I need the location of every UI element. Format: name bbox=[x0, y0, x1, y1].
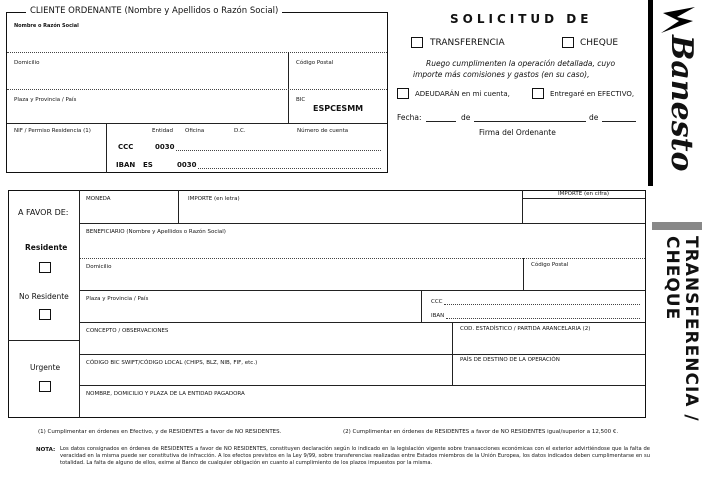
banesto-logo-text: Banesto bbox=[664, 35, 699, 172]
urgente-label: Urgente bbox=[30, 363, 61, 372]
codigo-postal-label-2[interactable]: Código Postal bbox=[531, 262, 569, 268]
plaza-label[interactable]: Plaza y Provincia / País bbox=[14, 97, 77, 103]
ccc-label-2: CCC bbox=[431, 299, 443, 305]
nombre-label: Nombre o Razón Social bbox=[14, 23, 79, 29]
de-label-1: de bbox=[461, 113, 471, 122]
beneficiario-section bbox=[8, 190, 646, 418]
side-title: TRANSFERENCIA / CHEQUE bbox=[662, 236, 701, 422]
cod-estadistico-label[interactable]: COD. ESTADÍSTICO / PARTIDA ARANCELARIA (… bbox=[460, 326, 591, 332]
iban-entidad: 0030 bbox=[177, 161, 197, 169]
ccc-label: CCC bbox=[118, 143, 134, 151]
no-residente-checkbox[interactable] bbox=[39, 309, 51, 320]
transferencia-checkbox[interactable] bbox=[411, 37, 423, 48]
oficina-label: Oficina bbox=[185, 128, 205, 134]
numero-cuenta-label: Número de cuenta bbox=[297, 128, 349, 134]
bic-value: ESPCESMM bbox=[313, 104, 364, 113]
efectivo-label: Entregaré en EFECTIVO, bbox=[550, 90, 635, 98]
importe-cifra-label[interactable]: IMPORTE (en cifra) bbox=[558, 191, 610, 197]
side-gray-bar bbox=[652, 222, 702, 230]
nota-label: NOTA: bbox=[36, 447, 56, 453]
iban-label-2: IBAN bbox=[431, 313, 445, 319]
importe-letra-label[interactable]: IMPORTE (en letra) bbox=[188, 196, 240, 202]
solicitud-title: SOLICITUD DE bbox=[450, 12, 593, 26]
transferencia-label: TRANSFERENCIA bbox=[430, 38, 505, 48]
footnote-1: (1) Cumplimentar en órdenes en Efectivo,… bbox=[38, 429, 282, 435]
iban-field-2[interactable] bbox=[446, 318, 640, 319]
pais-destino-label[interactable]: PAÍS DE DESTINO DE LA OPERACIÓN bbox=[460, 357, 560, 363]
cliente-ordenante-title: CLIENTE ORDENANTE (Nombre y Apellidos o … bbox=[26, 6, 283, 16]
iban-country: ES bbox=[143, 161, 153, 169]
solicitud-text-2: importe más comisiones y gastos (en su c… bbox=[413, 70, 590, 79]
iban-field[interactable] bbox=[198, 168, 381, 169]
plaza-label-2[interactable]: Plaza y Provincia / País bbox=[86, 296, 149, 302]
ccc-entidad: 0030 bbox=[155, 143, 175, 151]
no-residente-label: No Residente bbox=[19, 292, 69, 301]
de-label-2: de bbox=[589, 113, 599, 122]
residente-checkbox[interactable] bbox=[39, 262, 51, 273]
cliente-ordenante-section bbox=[6, 12, 388, 173]
fecha-anio-field[interactable] bbox=[602, 121, 636, 122]
cheque-label: CHEQUE bbox=[580, 38, 619, 48]
firma-label: Firma del Ordenante bbox=[479, 128, 556, 137]
beneficiario-label[interactable]: BENEFICIARIO (Nombre y Apellidos o Razón… bbox=[86, 229, 226, 235]
adeudaran-label: ADEUDARÁN en mi cuenta, bbox=[415, 90, 510, 98]
cheque-checkbox[interactable] bbox=[562, 37, 574, 48]
a-favor-label: A FAVOR DE: bbox=[18, 208, 69, 217]
efectivo-checkbox[interactable] bbox=[532, 88, 544, 99]
bic-label: BIC bbox=[296, 97, 306, 103]
ccc-field-2[interactable] bbox=[444, 304, 640, 305]
nota-text: Los datos consignados en órdenes de RESI… bbox=[60, 446, 650, 466]
brand-divider bbox=[648, 0, 653, 186]
entidad-pagadora-label[interactable]: NOMBRE, DOMICILIO Y PLAZA DE LA ENTIDAD … bbox=[86, 391, 245, 397]
fecha-mes-field[interactable] bbox=[474, 121, 586, 122]
fecha-dia-field[interactable] bbox=[426, 121, 456, 122]
adeudaran-checkbox[interactable] bbox=[397, 88, 409, 99]
residente-label: Residente bbox=[25, 243, 68, 252]
domicilio-label-2[interactable]: Domicilio bbox=[86, 264, 112, 270]
iban-label: IBAN bbox=[116, 161, 136, 169]
footnote-2: (2) Cumplimentar en órdenes de RESIDENTE… bbox=[343, 429, 619, 435]
fecha-label: Fecha: bbox=[397, 113, 422, 122]
dc-label: D.C. bbox=[234, 128, 246, 134]
solicitud-text-1: Ruego cumplimenten la operación detallad… bbox=[426, 59, 616, 68]
concepto-label[interactable]: CONCEPTO / OBSERVACIONES bbox=[86, 328, 169, 334]
codigo-postal-label[interactable]: Código Postal bbox=[296, 60, 334, 66]
urgente-checkbox[interactable] bbox=[39, 381, 51, 392]
entidad-label: Entidad bbox=[152, 128, 173, 134]
moneda-label[interactable]: MONEDA bbox=[86, 196, 111, 202]
nif-label[interactable]: NIF / Permiso Residencia (1) bbox=[14, 128, 91, 134]
domicilio-label[interactable]: Domicilio bbox=[14, 60, 40, 66]
codigo-bic-label[interactable]: CÓDIGO BIC SWIFT/CÓDIGO LOCAL (CHIPS, BL… bbox=[86, 360, 258, 366]
ccc-field[interactable] bbox=[176, 150, 381, 151]
banesto-logo: Banesto bbox=[655, 5, 703, 185]
banesto-logo-mark-icon bbox=[661, 7, 695, 33]
